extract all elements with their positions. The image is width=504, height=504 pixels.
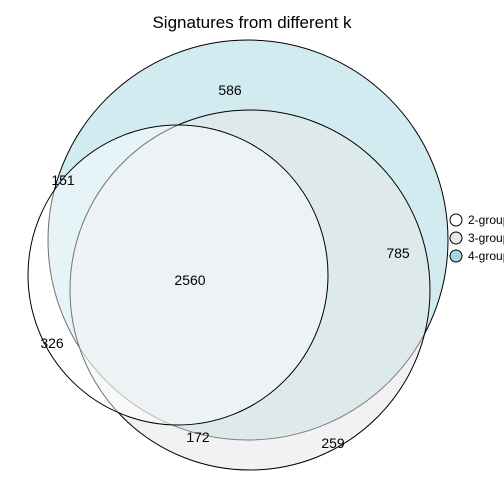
region-left_24: 151	[51, 172, 75, 188]
region-bottom_23: 172	[186, 429, 210, 445]
region-bottom_3: 259	[321, 435, 345, 451]
legend-label-1: 3-group	[468, 231, 504, 245]
region-top_4only: 586	[218, 82, 242, 98]
legend-label-2: 4-group	[468, 249, 504, 263]
chart-title: Signatures from different k	[152, 13, 352, 32]
venn-diagram: Signatures from different k 586 151 785 256…	[0, 0, 504, 504]
legend-swatch-2	[450, 250, 462, 262]
region-right_34: 785	[386, 245, 410, 261]
region-center: 2560	[174, 272, 205, 288]
venn-svg: Signatures from different k 586 151 785 256…	[0, 0, 504, 504]
legend-label-0: 2-group	[468, 213, 504, 227]
legend-swatch-1	[450, 232, 462, 244]
region-left_2only: 326	[40, 335, 64, 351]
legend-swatch-0	[450, 214, 462, 226]
